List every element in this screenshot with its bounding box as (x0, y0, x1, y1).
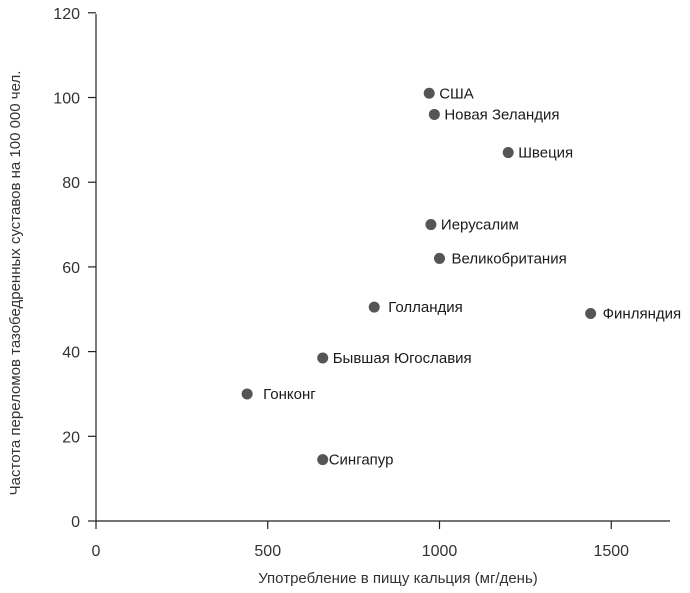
data-point-label: Финляндия (603, 305, 681, 322)
data-point (434, 252, 445, 264)
data-point (368, 301, 380, 313)
data-point (425, 219, 437, 231)
x-tick-label: 0 (92, 543, 101, 560)
data-point-label: США (439, 85, 474, 102)
data-point-label: Швеция (518, 145, 573, 162)
y-tick-label: 80 (62, 175, 80, 192)
y-tick-label: 20 (62, 429, 80, 446)
data-point (502, 147, 514, 159)
data-point (428, 108, 440, 120)
data-point-label: Иерусалим (441, 217, 519, 234)
x-tick-label: 1500 (593, 543, 629, 560)
x-axis-title: Употребление в пищу кальция (мг/день) (258, 570, 538, 587)
data-point (585, 307, 597, 319)
data-point-label: Бывшая Югославия (333, 350, 472, 367)
y-tick-label: 100 (53, 91, 80, 108)
y-tick-label: 60 (62, 260, 80, 277)
data-point (241, 388, 253, 400)
y-axis-ticks: 0 20 40 60 80 100 120 (53, 6, 96, 531)
y-tick-label: 40 (62, 345, 80, 362)
data-point-label: Голландия (388, 299, 463, 316)
y-tick-label: 120 (53, 6, 80, 23)
x-tick-label: 1000 (422, 543, 458, 560)
y-tick-label: 0 (71, 514, 80, 531)
data-point-label: Сингапур (329, 452, 394, 469)
x-axis-ticks: 0 500 1000 1500 (92, 521, 629, 560)
data-point (423, 87, 435, 99)
data-point-label: Великобритания (452, 250, 567, 267)
data-point (317, 352, 329, 364)
data-points: США Новая Зеландия Швеция Иерусалим Великобр… (241, 85, 681, 469)
data-point (317, 454, 329, 466)
y-axis-title: Частота переломов тазобедренных суставов… (7, 71, 24, 496)
data-point-label: Гонконг (263, 386, 316, 403)
data-point-label: Новая Зеландия (444, 106, 559, 123)
x-tick-label: 500 (254, 543, 281, 560)
